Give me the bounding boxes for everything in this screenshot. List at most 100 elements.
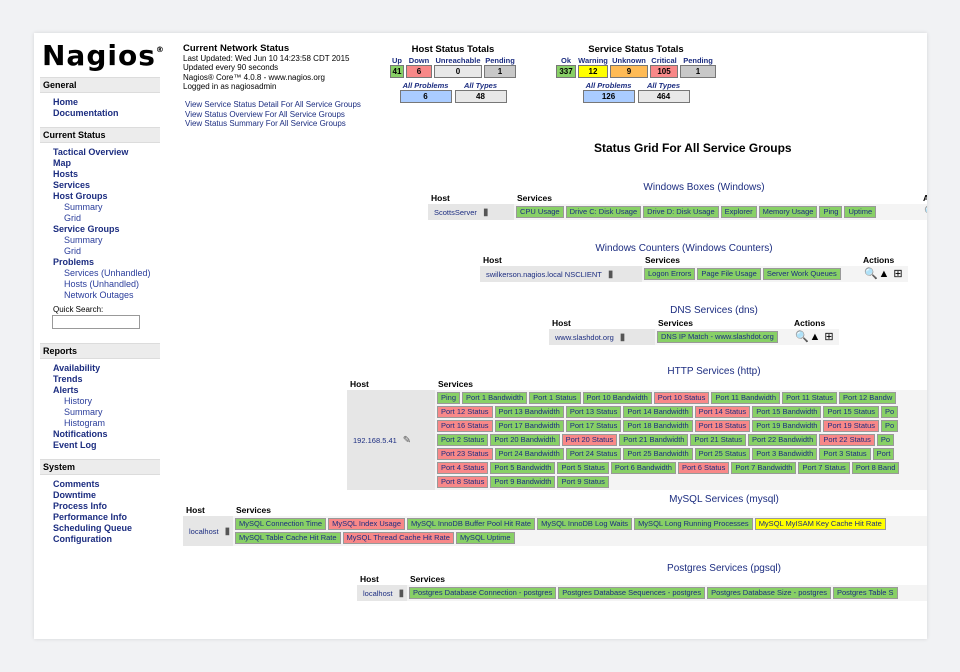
service-port[interactable]: Port [872,448,895,460]
sidebar-item-problems[interactable]: Problems [53,257,95,267]
service-cpu-usage[interactable]: CPU Usage [516,206,564,218]
service-ping[interactable]: Ping [437,392,461,404]
group-http-services-http-host[interactable]: 192.168.5.41 ✎ [347,390,435,490]
service-port-14-status[interactable]: Port 14 Status [694,406,751,418]
service-drive-d-disk-usage[interactable]: Drive D: Disk Usage [643,206,719,218]
service-postgres-database-connection-postgres[interactable]: Postgres Database Connection - postgres [409,587,557,599]
service-port-2-status[interactable]: Port 2 Status [437,434,489,446]
sidebar-item-summary[interactable]: Summary [64,202,103,212]
server-icon[interactable]: ▮ [482,206,489,218]
sidebar-item-summary[interactable]: Summary [64,407,103,417]
sidebar-item-home[interactable]: Home [53,97,79,107]
service-uptime[interactable]: Uptime [844,206,877,218]
service-port-21-status[interactable]: Port 21 Status [690,434,747,446]
service_totals-value-critical[interactable]: 105 [650,65,678,78]
service_totals-cell-warning[interactable]: Warning 12 [578,56,608,78]
service-port-1-status[interactable]: Port 1 Status [529,392,581,404]
host_totals-cell-unreachable[interactable]: Unreachable 0 [434,56,482,78]
sidebar-item-services-unhandled[interactable]: Services (Unhandled) [64,268,151,278]
service-mysql-connection-time[interactable]: MySQL Connection Time [235,518,327,530]
service_totals-cell-ok[interactable]: Ok 337 [556,56,576,78]
service_totals-sub-value-all-problems[interactable]: 126 [582,90,635,103]
service_totals-sub-value-all-types[interactable]: 464 [637,90,690,103]
service-port-15-bandwidth[interactable]: Port 15 Bandwidth [752,406,822,418]
service-port-25-status[interactable]: Port 25 Status [694,448,751,460]
service-postgres-table-s[interactable]: Postgres Table S [833,587,898,599]
service_totals-label-unknown[interactable]: Unknown [612,56,646,65]
service-explorer[interactable]: Explorer [720,206,757,218]
service-port-3-status[interactable]: Port 3 Status [819,448,871,460]
sidebar-item-comments[interactable]: Comments [53,479,100,489]
service-po[interactable]: Po [876,434,895,446]
group-http-services-http-host-link[interactable]: 192.168.5.41 [353,435,397,445]
service_totals-label-critical[interactable]: Critical [651,56,677,65]
service_totals-value-unknown[interactable]: 9 [610,65,648,78]
service-po[interactable]: Po [881,406,899,418]
group-http-services-http-title[interactable]: HTTP Services (http) [667,366,761,377]
service-port-5-status[interactable]: Port 5 Status [557,462,609,474]
server-icon[interactable]: ▮ [224,525,231,537]
host_totals-value-up[interactable]: 41 [390,65,404,78]
service-port-18-bandwidth[interactable]: Port 18 Bandwidth [623,420,693,432]
service-mysql-long-running-processes[interactable]: MySQL Long Running Processes [634,518,753,530]
service-port-12-bandw[interactable]: Port 12 Bandw [839,392,897,404]
service-page-file-usage[interactable]: Page File Usage [697,268,761,280]
service-port-10-status[interactable]: Port 10 Status [653,392,710,404]
sidebar-item-host-groups[interactable]: Host Groups [53,191,108,201]
service-port-16-status[interactable]: Port 16 Status [437,420,493,432]
host_totals-value-pending[interactable]: 1 [484,65,516,78]
link-status-summary[interactable]: View Status Summary For All Service Grou… [185,119,346,128]
server-icon[interactable]: ▮ [398,587,405,599]
host_totals-cell-up[interactable]: Up 41 [390,56,404,78]
service-port-7-bandwidth[interactable]: Port 7 Bandwidth [731,462,797,474]
host_totals-sub-value-all-types[interactable]: 48 [454,90,507,103]
service-port-11-status[interactable]: Port 11 Status [782,392,838,404]
sidebar-item-grid[interactable]: Grid [64,213,82,223]
service-port-1-bandwidth[interactable]: Port 1 Bandwidth [462,392,528,404]
service-mysql-thread-cache-hit-rate[interactable]: MySQL Thread Cache Hit Rate [342,532,454,544]
service-port-20-status[interactable]: Port 20 Status [561,434,618,446]
service_totals-sub-all-problems[interactable]: All Problems 126 [582,81,635,103]
sidebar-item-histogram[interactable]: Histogram [64,418,106,428]
sidebar-item-downtime[interactable]: Downtime [53,490,97,500]
group-postgres-services-pgsql-title[interactable]: Postgres Services (pgsql) [667,563,781,574]
service-mysql-table-cache-hit-rate[interactable]: MySQL Table Cache Hit Rate [235,532,341,544]
service-port-12-status[interactable]: Port 12 Status [437,406,493,418]
service-po[interactable]: Po [881,420,899,432]
service-port-18-status[interactable]: Port 18 Status [694,420,751,432]
sidebar-item-grid[interactable]: Grid [64,246,82,256]
service-port-13-status[interactable]: Port 13 Status [565,406,622,418]
group-dns-services-dns-title[interactable]: DNS Services (dns) [670,305,758,316]
service-postgres-database-sequences-postgres[interactable]: Postgres Database Sequences - postgres [558,587,706,599]
service_totals-label-warning[interactable]: Warning [578,56,608,65]
sidebar-item-configuration[interactable]: Configuration [53,534,112,544]
sidebar-item-performance-info[interactable]: Performance Info [53,512,128,522]
sidebar-item-service-groups[interactable]: Service Groups [53,224,120,234]
sidebar-item-availability[interactable]: Availability [53,363,101,373]
sidebar-item-hosts[interactable]: Hosts [53,169,79,179]
service-port-4-status[interactable]: Port 4 Status [437,462,489,474]
status-detail-icon[interactable]: ▲ [809,331,821,343]
service_totals-label-ok[interactable]: Ok [560,56,571,65]
service_totals-sub-label-all-types[interactable]: All Types [646,81,681,90]
service-port-24-bandwidth[interactable]: Port 24 Bandwidth [494,448,564,460]
sidebar-item-map[interactable]: Map [53,158,71,168]
service-port-17-status[interactable]: Port 17 Status [565,420,622,432]
group-windows-counters-windows-counters-host-link[interactable]: swilkerson.nagios.local NSCLIENT [486,269,602,279]
service-ping[interactable]: Ping [819,206,843,218]
service_totals-cell-pending[interactable]: Pending 1 [680,56,716,78]
service-port-20-bandwidth[interactable]: Port 20 Bandwidth [490,434,560,446]
sidebar-item-tactical-overview[interactable]: Tactical Overview [53,147,129,157]
host_totals-label-down[interactable]: Down [408,56,430,65]
sidebar-item-trends[interactable]: Trends [53,374,83,384]
server-icon[interactable]: ▮ [619,331,626,343]
sidebar-item-process-info[interactable]: Process Info [53,501,108,511]
service-port-15-status[interactable]: Port 15 Status [823,406,880,418]
service-port-7-status[interactable]: Port 7 Status [798,462,850,474]
nagios-logo[interactable]: Nagios® [42,39,165,72]
service-port-23-status[interactable]: Port 23 Status [437,448,493,460]
search-icon[interactable]: 🔍 [864,268,878,280]
service-port-10-bandwidth[interactable]: Port 10 Bandwidth [582,392,652,404]
host_totals-cell-pending[interactable]: Pending 1 [484,56,516,78]
service-port-17-bandwidth[interactable]: Port 17 Bandwidth [494,420,564,432]
